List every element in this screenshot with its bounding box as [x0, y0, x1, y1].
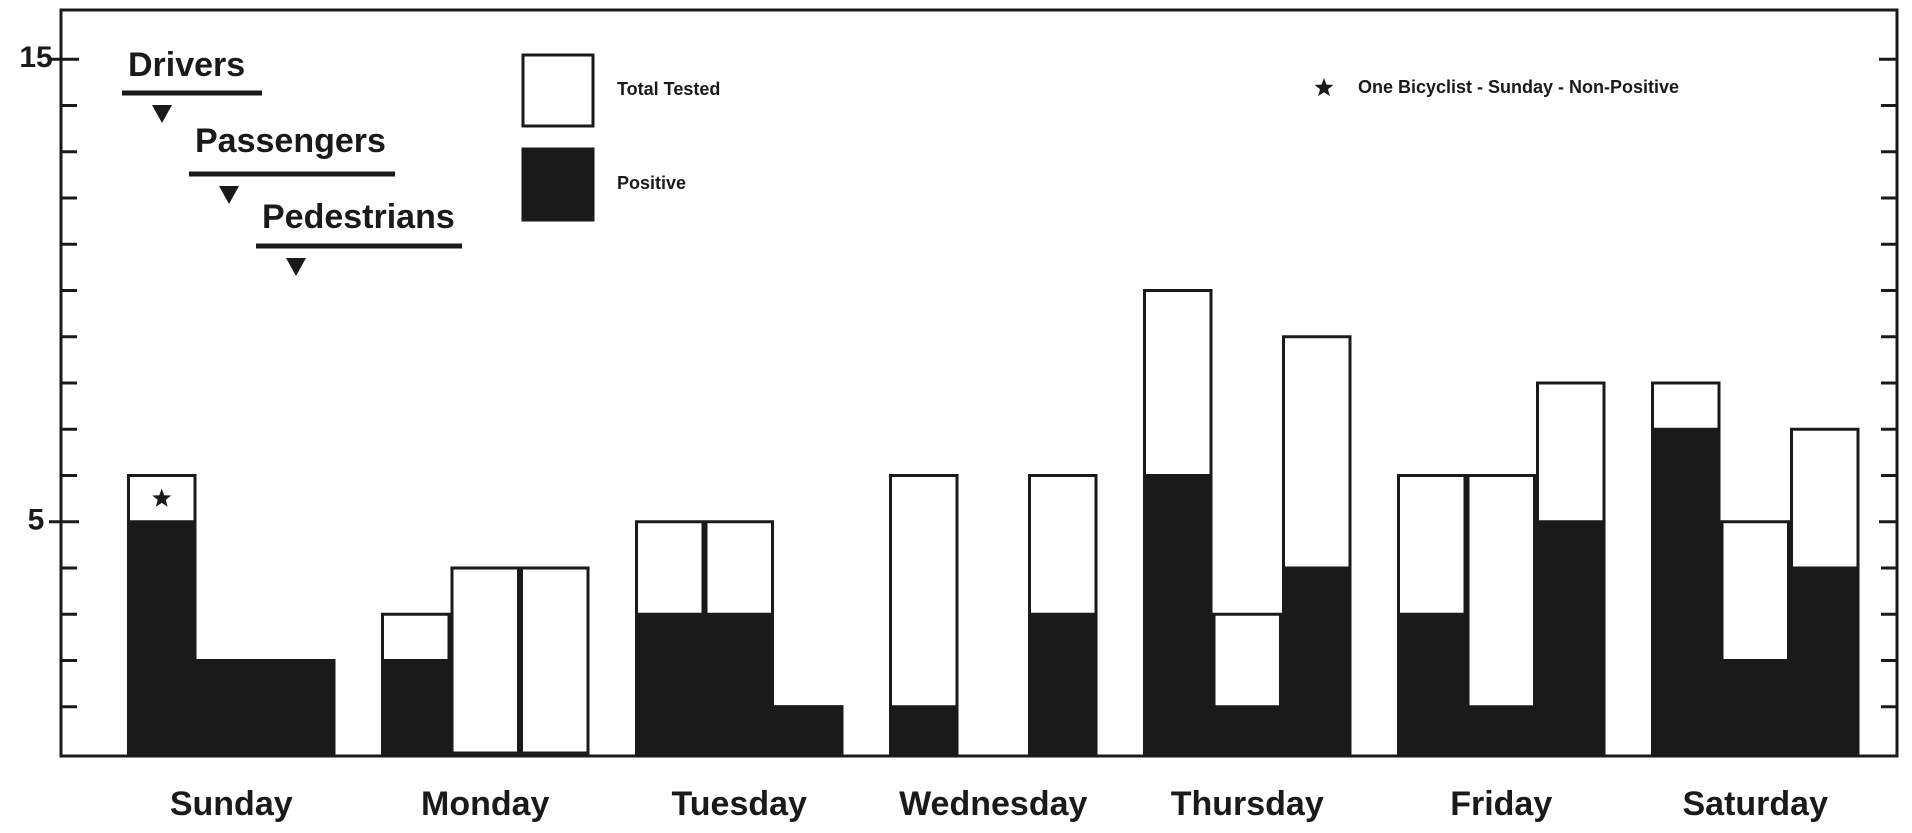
- y-tick-label: 15: [19, 41, 52, 74]
- legend-label: Positive: [617, 173, 686, 193]
- positive-bar: [889, 705, 959, 755]
- series-label: Passengers: [195, 122, 386, 160]
- x-tick-label: Wednesday: [899, 785, 1087, 823]
- positive-bar: [1397, 612, 1467, 755]
- annotation-star: [1314, 78, 1334, 97]
- positive-bar: [1536, 520, 1606, 755]
- positive-bar: [635, 612, 705, 755]
- positive-bar: [1282, 566, 1352, 755]
- positive-bar: [704, 612, 774, 755]
- positive-bar: [1466, 705, 1536, 755]
- total-bar: [520, 566, 590, 755]
- positive-bar: [1790, 566, 1860, 755]
- positive-bar: [1212, 705, 1282, 755]
- series-label: Drivers: [128, 46, 245, 84]
- positive-bar: [1028, 612, 1098, 755]
- series-arrow: [286, 258, 306, 276]
- legend-swatch: [521, 53, 595, 128]
- x-tick-label: Friday: [1450, 785, 1552, 823]
- x-tick-label: Monday: [421, 785, 550, 823]
- x-tick-label: Sunday: [170, 785, 293, 823]
- x-tick-label: Thursday: [1171, 785, 1324, 823]
- series-arrow: [219, 186, 239, 204]
- positive-bar: [266, 659, 336, 755]
- legend-label: Total Tested: [617, 79, 720, 99]
- series-label: Pedestrians: [262, 198, 455, 236]
- y-tick-label: 5: [28, 504, 45, 537]
- annotation-star: [152, 488, 172, 507]
- positive-bar: [774, 705, 844, 755]
- positive-bar: [127, 520, 197, 755]
- series-arrow: [152, 105, 172, 123]
- positive-bar: [1720, 659, 1790, 755]
- annotation: One Bicyclist - Sunday - Non-Positive: [1358, 77, 1679, 97]
- positive-bar: [1651, 427, 1721, 755]
- positive-bar: [196, 659, 266, 755]
- total-bar: [450, 566, 520, 755]
- positive-bar: [381, 659, 451, 755]
- positive-bar: [1143, 474, 1213, 755]
- legend-swatch: [521, 147, 595, 222]
- x-tick-label: Tuesday: [672, 785, 808, 823]
- x-tick-label: Saturday: [1683, 785, 1829, 823]
